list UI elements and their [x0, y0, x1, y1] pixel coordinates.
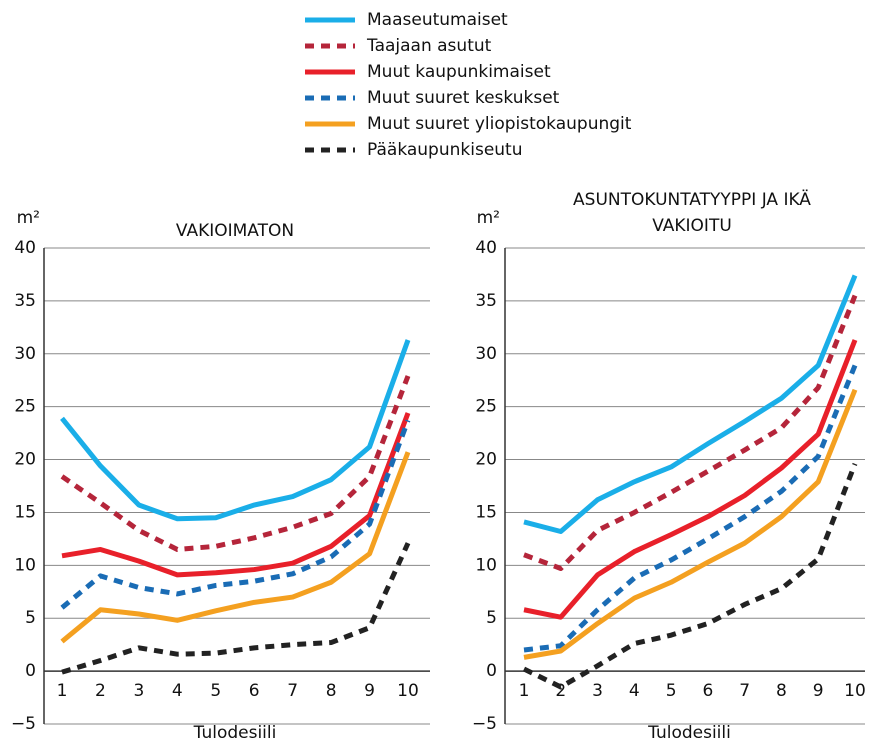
- y-tick-label: 30: [14, 344, 36, 364]
- y-tick-label: −5: [472, 714, 497, 734]
- legend-label: Maaseutumaiset: [367, 10, 508, 30]
- x-tick-label: 1: [57, 681, 68, 701]
- y-tick-label: 10: [475, 555, 497, 575]
- legend-label: Pääkaupunkiseutu: [367, 140, 523, 160]
- legend-label: Muut kaupunkimaiset: [367, 62, 551, 82]
- x-tick-label: 3: [133, 681, 144, 701]
- series-line: [522, 462, 858, 690]
- series-line: [60, 375, 411, 552]
- series-line: [523, 294, 858, 572]
- x-axis-label: Tulodesiili: [647, 723, 731, 743]
- x-tick-label: 5: [210, 681, 221, 701]
- series-line: [523, 388, 858, 660]
- y-axis-label: m²: [17, 208, 40, 228]
- y-tick-label: −5: [11, 714, 36, 734]
- legend-label: Muut suuret yliopistokaupungit: [367, 114, 632, 134]
- y-tick-label: 0: [25, 661, 36, 681]
- series-line: [523, 274, 858, 534]
- y-tick-label: 20: [14, 450, 36, 470]
- y-tick-label: 35: [14, 291, 36, 311]
- y-tick-label: 25: [475, 397, 497, 417]
- x-tick-label: 3: [592, 681, 603, 701]
- y-tick-label: 20: [475, 450, 497, 470]
- y-tick-label: 0: [486, 661, 497, 681]
- y-tick-label: 40: [14, 238, 36, 258]
- x-axis-label: Tulodesiili: [193, 723, 277, 743]
- y-tick-label: 15: [475, 502, 497, 522]
- y-tick-label: 40: [475, 238, 497, 258]
- x-tick-label: 8: [326, 681, 337, 701]
- series-line: [60, 419, 411, 610]
- y-axis-label: m²: [477, 208, 500, 228]
- x-tick-label: 1: [519, 681, 530, 701]
- x-tick-label: 4: [172, 681, 183, 701]
- x-tick-label: 6: [249, 681, 260, 701]
- y-tick-label: 10: [14, 555, 36, 575]
- chart-title: ASUNTOKUNTATYYPPI JA IKÄ VAKIOITU: [573, 190, 811, 236]
- x-tick-label: 9: [813, 681, 824, 701]
- x-tick-label: 4: [629, 681, 640, 701]
- x-tick-label: 6: [702, 681, 713, 701]
- x-tick-label: 2: [555, 681, 566, 701]
- x-tick-label: 2: [95, 681, 106, 701]
- y-tick-label: 35: [475, 291, 497, 311]
- x-tick-label: 10: [844, 681, 866, 701]
- legend-label: Taajaan asutut: [366, 36, 492, 56]
- x-tick-label: 9: [364, 681, 375, 701]
- y-tick-label: 30: [475, 344, 497, 364]
- y-tick-label: 5: [25, 608, 36, 628]
- x-tick-label: 5: [666, 681, 677, 701]
- x-tick-label: 10: [397, 681, 419, 701]
- series-line: [61, 542, 411, 675]
- y-tick-label: 5: [486, 608, 497, 628]
- x-tick-label: 7: [739, 681, 750, 701]
- series-line: [60, 451, 411, 644]
- y-tick-label: 25: [14, 397, 36, 417]
- legend-label: Muut suuret keskukset: [367, 88, 560, 108]
- series-line: [61, 412, 411, 578]
- series-line: [523, 339, 858, 620]
- series-line: [60, 339, 411, 522]
- chart-title: VAKIOIMATON: [175, 221, 295, 241]
- x-tick-label: 7: [287, 681, 298, 701]
- x-tick-label: 8: [776, 681, 787, 701]
- series-line: [523, 364, 858, 653]
- y-tick-label: 15: [14, 502, 36, 522]
